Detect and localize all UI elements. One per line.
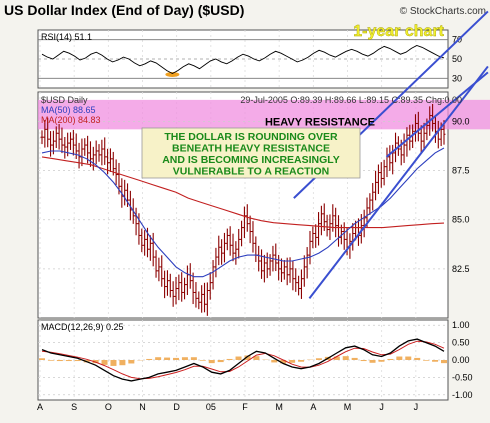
- macd-histogram-bar: [47, 360, 54, 361]
- rsi-oversold-fill: [165, 72, 180, 77]
- macd-histogram-bar: [119, 360, 126, 366]
- x-tick-label: F: [242, 402, 248, 412]
- macd-histogram-bar: [173, 357, 179, 360]
- macd-histogram-bar: [369, 360, 376, 363]
- macd-tick-label: 0.00: [452, 355, 470, 365]
- x-tick-label: J: [414, 402, 419, 412]
- macd-histogram-bar: [199, 360, 206, 361]
- macd-histogram-bar: [432, 360, 439, 362]
- macd-histogram-bar: [396, 356, 403, 360]
- macd-histogram-bar: [298, 360, 305, 362]
- annotation-line: THE DOLLAR IS ROUNDING OVER: [164, 131, 338, 143]
- price-tick-label: 82.5: [452, 264, 470, 274]
- macd-tick-label: 1.00: [452, 320, 470, 330]
- macd-histogram-bar: [110, 360, 117, 366]
- price-legend-ohlc: 29-Jul-2005 O:89.39 H:89.66 L:89.15 C:89…: [240, 95, 462, 105]
- macd-histogram-bar: [56, 360, 63, 362]
- ma200-line: [41, 156, 445, 229]
- rsi-tick-label: 70: [452, 35, 462, 45]
- macd-tick-label: -0.50: [452, 372, 473, 382]
- macd-histogram-bar: [226, 358, 233, 360]
- macd-histogram-bar: [387, 358, 394, 360]
- rsi-tick-label: 50: [452, 54, 462, 64]
- macd-histogram-bar: [244, 355, 251, 360]
- macd-histogram-bar: [351, 357, 358, 360]
- axis-layer: A S O N D 05 F M A M J J: [37, 402, 418, 412]
- x-tick-label: M: [344, 402, 352, 412]
- macd-histogram-bar: [235, 356, 242, 360]
- x-tick-label: N: [139, 402, 146, 412]
- x-tick-label: 05: [206, 402, 216, 412]
- macd-layer: 1.00 0.50 0.00 -0.50 -1.00 MACD(12,26,9) 0.25: [38, 320, 473, 400]
- price-legend-ma200: MA(200) 84.83: [41, 115, 101, 125]
- x-tick-label: A: [310, 402, 316, 412]
- x-tick-label: A: [37, 402, 43, 412]
- annotation-box: [141, 127, 361, 179]
- rsi-layer: 70 50 30 RSI(14) 51.1: [38, 32, 462, 83]
- chart-title: US Dollar Index (End of Day) ($USD): [4, 2, 244, 18]
- macd-label: MACD(12,26,9) 0.25: [41, 322, 124, 332]
- macd-histogram-bar: [65, 360, 72, 362]
- rsi-line: [41, 45, 445, 75]
- price-legend-ma50: MA(50) 88.65: [41, 105, 96, 115]
- watermark: © StockCharts.com: [400, 6, 486, 17]
- price-tick-label: 90.0: [452, 116, 470, 126]
- macd-histogram-bar: [342, 356, 349, 360]
- resistance-label: HEAVY RESISTANCE: [265, 116, 375, 128]
- macd-histogram-bar: [441, 360, 447, 364]
- macd-histogram-bar: [146, 358, 153, 360]
- panels: [37, 29, 449, 401]
- macd-histogram-bar: [289, 360, 296, 363]
- price-tick-label: 85.0: [452, 215, 470, 225]
- badge-label: 1-year chart: [353, 23, 444, 40]
- macd-tick-label: -1.00: [452, 390, 473, 400]
- macd-histogram-bar: [181, 357, 188, 360]
- rsi-tick-label: 30: [452, 73, 462, 83]
- macd-histogram-bar: [253, 356, 260, 360]
- x-tick-label: J: [379, 402, 384, 412]
- resistance-zone: [38, 99, 490, 130]
- annotation-line: BENEATH HEAVY RESISTANCE: [172, 143, 330, 155]
- x-tick-label: D: [173, 402, 180, 412]
- macd-histogram-bar: [74, 360, 81, 362]
- macd-histogram-bar: [190, 357, 197, 360]
- macd-histogram-bar: [208, 360, 215, 364]
- macd-histogram-bar: [405, 356, 412, 360]
- rsi-label: RSI(14) 51.1: [41, 32, 92, 42]
- macd-histogram-bar: [101, 360, 108, 365]
- overlay-layer: 1-year chart: [353, 23, 445, 40]
- macd-tick-label: 0.50: [452, 338, 470, 348]
- macd-histogram-bar: [333, 356, 340, 360]
- macd-histogram-bar: [423, 360, 430, 361]
- x-tick-label: S: [71, 402, 77, 412]
- macd-histogram-bar: [128, 360, 135, 364]
- annotation-line: AND IS BECOMING INCREASINGLY: [162, 154, 340, 166]
- macd-histogram-bar: [360, 360, 367, 362]
- macd-histogram-bar: [92, 360, 99, 364]
- macd-histogram-bar: [378, 360, 385, 362]
- macd-signal-line: [41, 340, 445, 380]
- macd-histogram-bar: [39, 358, 45, 360]
- macd-histogram-bar: [280, 360, 287, 364]
- price-legend-name: $USD Daily: [41, 95, 88, 105]
- macd-histogram-bar: [271, 360, 278, 363]
- macd-line: [41, 338, 445, 382]
- macd-histogram-bar: [414, 357, 421, 360]
- macd-histogram-bar: [315, 358, 322, 360]
- macd-histogram-bar: [164, 357, 171, 360]
- macd-histogram-bar: [217, 360, 224, 363]
- macd-histogram-bar: [155, 357, 162, 360]
- trend-line: [385, 71, 489, 158]
- x-tick-label: O: [105, 402, 112, 412]
- price-tick-label: 87.5: [452, 166, 470, 176]
- trend-line: [308, 65, 489, 299]
- annotation-line: VULNERABLE TO A REACTION: [173, 166, 330, 178]
- x-tick-label: M: [275, 402, 283, 412]
